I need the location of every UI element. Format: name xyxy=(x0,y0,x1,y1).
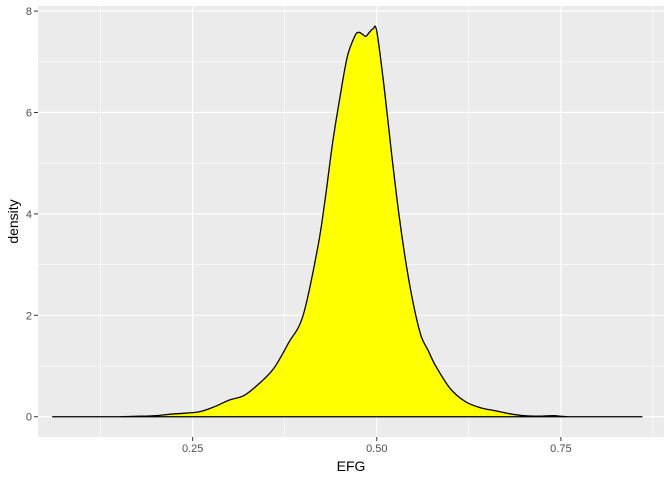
density-line xyxy=(52,25,643,418)
y-tick-label: 8 xyxy=(26,6,32,18)
y-tick-label: 4 xyxy=(26,209,32,221)
y-axis-title: density xyxy=(5,199,21,243)
x-tick-label: 0.25 xyxy=(182,443,203,455)
density-area xyxy=(52,26,642,417)
y-tick-label: 6 xyxy=(26,107,32,119)
y-tick-label: 2 xyxy=(26,310,32,322)
x-axis-ticks: 0.25 0.50 0.75 xyxy=(182,437,572,455)
x-tick-label: 0.50 xyxy=(366,443,387,455)
x-tick-label: 0.75 xyxy=(550,443,571,455)
y-tick-label: 0 xyxy=(26,412,32,424)
x-axis-title: EFG xyxy=(337,458,366,474)
y-axis-ticks: 0 2 4 6 8 xyxy=(26,6,38,424)
